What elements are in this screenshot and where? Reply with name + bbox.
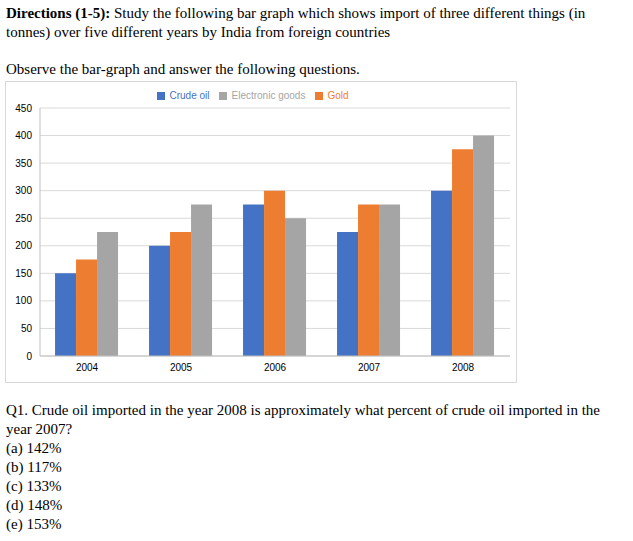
svg-text:2007: 2007 [358,362,381,373]
svg-text:300: 300 [15,185,32,196]
svg-text:50: 50 [21,323,33,334]
svg-text:0: 0 [26,351,32,362]
svg-text:2004: 2004 [76,362,99,373]
html-text:(c) 133%: (c) 133% [6,478,62,494]
html-text:(b) 117%: (b) 117% [6,459,62,475]
html-text:Electronic goods: Electronic goods [231,90,306,101]
html-text:Crude oil: Crude oil [169,90,210,101]
html-text:Observe the bar-graph and answ: Observe the bar-graph and answer the fol… [6,61,360,77]
svg-text:2005: 2005 [170,362,193,373]
html-text:Directions (1-5): Study the fo: Directions (1-5): Study the following ba… [6,5,586,40]
svg-text:350: 350 [15,158,32,169]
html-text:(e) 153%: (e) 153% [6,516,62,532]
svg-text:2008: 2008 [452,362,475,373]
svg-text:400: 400 [15,130,32,141]
svg-text:150: 150 [15,268,32,279]
svg-text:450: 450 [15,103,32,114]
html-text:Gold: Gold [327,90,349,101]
svg-text:100: 100 [15,295,32,306]
svg-text:2006: 2006 [264,362,287,373]
svg-text:250: 250 [15,213,32,224]
svg-text:200: 200 [15,240,32,251]
html-text:(d) 148%: (d) 148% [6,497,63,513]
html-text:Q1. Crude oil imported in the: Q1. Crude oil imported in the year 2008 … [6,402,600,437]
html-text:(a) 142%: (a) 142% [6,440,62,456]
